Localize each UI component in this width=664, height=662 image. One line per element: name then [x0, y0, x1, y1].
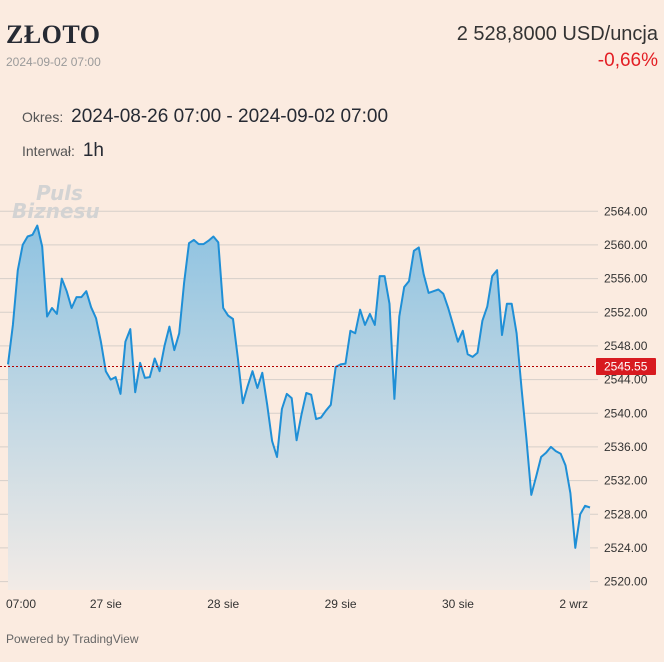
y-tick-label: 2520.00: [604, 575, 648, 589]
price: 2 528,8000 USD/uncja: [456, 23, 658, 45]
timestamp: 2024-09-02 07:00: [6, 55, 101, 69]
interval-value: 1h: [82, 140, 104, 161]
watermark-line1: Puls: [36, 181, 83, 205]
y-tick-label: 2524.00: [604, 541, 648, 555]
price-change: -0,66%: [597, 50, 658, 71]
chart-svg[interactable]: Puls Biznesu 2545.55 2520.00 2524.00 2528.…: [0, 176, 664, 626]
period-label: Okres:: [22, 109, 64, 125]
instrument-title: ZŁOTO: [6, 20, 101, 49]
period-value: 2024-08-26 07:00 - 2024-09-02 07:00: [71, 106, 389, 127]
x-tick-label: 27 sie: [90, 597, 122, 611]
interval-label: Interwał:: [22, 143, 75, 159]
y-tick-label: 2556.00: [604, 272, 648, 286]
y-tick-label: 2560.00: [604, 238, 648, 252]
x-axis: 07:00 27 sie 28 sie 29 sie 30 sie 2 wrz: [6, 597, 588, 611]
powered-by[interactable]: Powered by TradingView: [6, 632, 139, 646]
y-tick-label: 2528.00: [604, 507, 648, 521]
x-tick-label: 29 sie: [325, 597, 357, 611]
y-tick-label: 2564.00: [604, 204, 648, 218]
x-tick-label: 30 sie: [442, 597, 474, 611]
price-area: [8, 225, 590, 590]
y-tick-label: 2552.00: [604, 305, 648, 319]
watermark: Puls Biznesu: [12, 181, 100, 223]
y-tick-label: 2536.00: [604, 440, 648, 454]
reference-label-bg: [596, 358, 656, 376]
period-row: Okres: 2024-08-26 07:00 - 2024-09-02 07:…: [22, 106, 388, 128]
y-axis: 2520.00 2524.00 2528.00 2532.00 2536.00 2540.…: [604, 204, 648, 588]
y-tick-label: 2548.00: [604, 339, 648, 353]
price-chart[interactable]: Puls Biznesu 2545.55 2520.00 2524.00 2528.…: [0, 176, 664, 626]
watermark-line2: Biznesu: [12, 199, 100, 223]
y-tick-label: 2532.00: [604, 474, 648, 488]
x-tick-label: 2 wrz: [559, 597, 588, 611]
reference-label: 2545.55: [596, 358, 656, 376]
x-tick-label: 28 sie: [207, 597, 239, 611]
y-tick-label: 2544.00: [604, 373, 648, 387]
y-tick-label: 2540.00: [604, 406, 648, 420]
interval-row: Interwał: 1h: [22, 140, 104, 162]
reference-label-text: 2545.55: [604, 360, 648, 374]
x-tick-label: 07:00: [6, 597, 36, 611]
